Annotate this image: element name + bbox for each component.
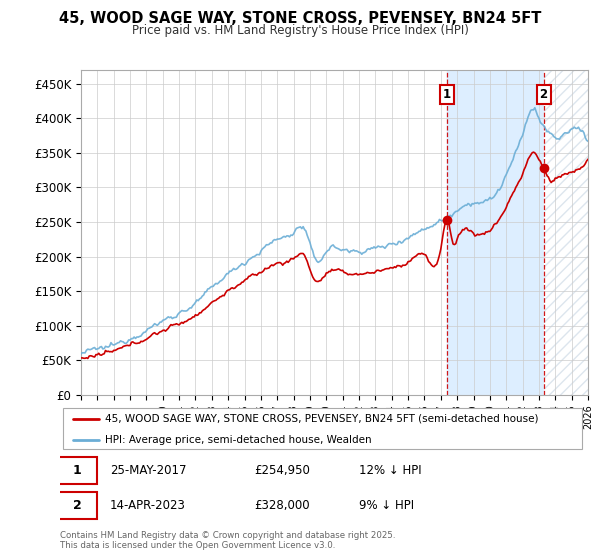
Text: 45, WOOD SAGE WAY, STONE CROSS, PEVENSEY, BN24 5FT (semi-detached house): 45, WOOD SAGE WAY, STONE CROSS, PEVENSEY… — [104, 413, 538, 423]
Text: Price paid vs. HM Land Registry's House Price Index (HPI): Price paid vs. HM Land Registry's House … — [131, 24, 469, 36]
Bar — [544, 70, 588, 395]
Text: £254,950: £254,950 — [254, 464, 310, 477]
Text: 1: 1 — [443, 88, 451, 101]
Bar — [544, 70, 588, 395]
FancyBboxPatch shape — [58, 492, 97, 519]
Text: 2: 2 — [539, 88, 548, 101]
Text: 12% ↓ HPI: 12% ↓ HPI — [359, 464, 422, 477]
Text: Contains HM Land Registry data © Crown copyright and database right 2025.
This d: Contains HM Land Registry data © Crown c… — [60, 531, 395, 550]
Text: HPI: Average price, semi-detached house, Wealden: HPI: Average price, semi-detached house,… — [104, 435, 371, 445]
Text: 2: 2 — [73, 498, 82, 511]
Text: 9% ↓ HPI: 9% ↓ HPI — [359, 498, 415, 511]
Text: £328,000: £328,000 — [254, 498, 310, 511]
Text: 25-MAY-2017: 25-MAY-2017 — [110, 464, 187, 477]
FancyBboxPatch shape — [58, 457, 97, 484]
Text: 45, WOOD SAGE WAY, STONE CROSS, PEVENSEY, BN24 5FT: 45, WOOD SAGE WAY, STONE CROSS, PEVENSEY… — [59, 11, 541, 26]
FancyBboxPatch shape — [62, 408, 583, 449]
Text: 14-APR-2023: 14-APR-2023 — [110, 498, 186, 511]
Text: 1: 1 — [73, 464, 82, 477]
Bar — [447, 70, 544, 395]
